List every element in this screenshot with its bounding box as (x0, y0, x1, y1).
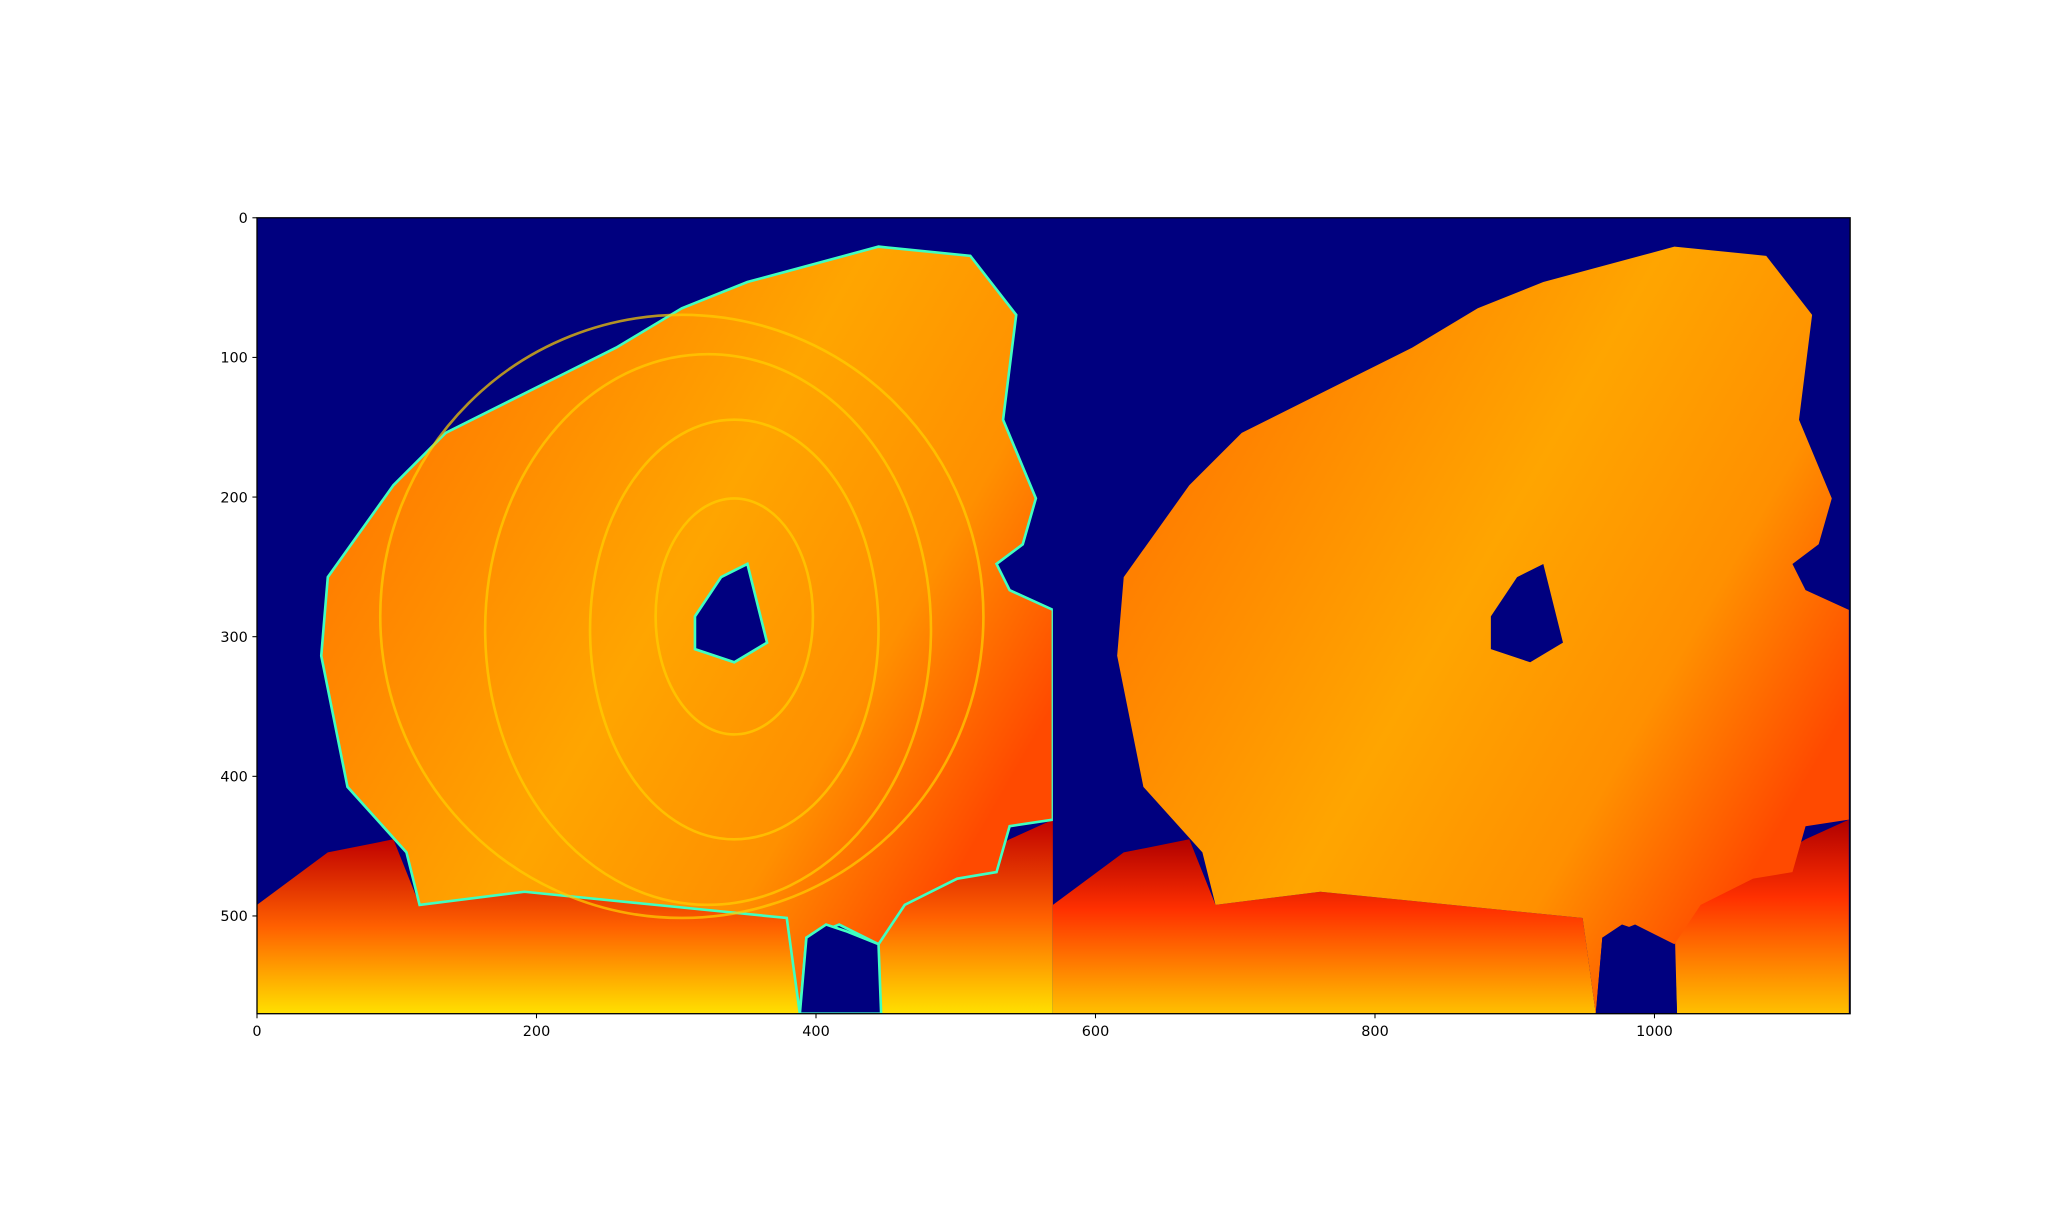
x-tick-label: 800 (1361, 1024, 1389, 1040)
image-hole (693, 562, 769, 664)
image-region (1052, 839, 1596, 1014)
image-hole (1595, 924, 1678, 1014)
y-tick-label: 300 (220, 630, 248, 646)
x-tick-label: 200 (523, 1024, 551, 1040)
x-tick-label: 600 (1082, 1024, 1110, 1040)
image-region (1117, 246, 1849, 1014)
axes-frame (256, 217, 1851, 1015)
axes (256, 217, 1851, 1015)
image-hole (798, 923, 883, 1014)
y-tick-label: 200 (220, 490, 248, 506)
y-tick-label: 500 (220, 909, 248, 925)
y-tick-label: 0 (239, 211, 248, 227)
x-tick-label: 1000 (1636, 1024, 1673, 1040)
y-tick-label: 100 (220, 351, 248, 367)
left-image (257, 245, 1053, 1014)
y-tick-label: 400 (220, 770, 248, 786)
image-region (878, 819, 1053, 1014)
x-tick-label: 400 (802, 1024, 830, 1040)
contours (378, 313, 985, 920)
image-region (257, 839, 800, 1014)
x-tick-label: 0 (252, 1024, 261, 1040)
right-image (1052, 246, 1849, 1014)
image-hole (1490, 563, 1563, 663)
image-region (1674, 819, 1849, 1014)
